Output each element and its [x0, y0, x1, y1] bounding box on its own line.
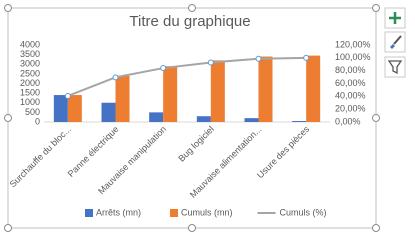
selection-handles: [4, 4, 380, 232]
bar: [210, 60, 225, 122]
chart-title: Titre du graphique: [129, 13, 250, 30]
y2-tick-label: 40,00%: [335, 91, 366, 101]
legend-label: Arrêts (mn): [96, 207, 141, 217]
chart-filters-button[interactable]: [384, 56, 406, 78]
line-point: [112, 74, 119, 81]
bar: [163, 66, 178, 122]
y2-tick-label: 100,00%: [335, 52, 371, 62]
chart-elements-button[interactable]: [384, 7, 406, 29]
bar: [115, 75, 130, 122]
bar: [306, 55, 321, 122]
handle[interactable]: [4, 224, 12, 232]
handle[interactable]: [188, 224, 196, 232]
y-tick-label: 3500: [20, 49, 40, 59]
bar: [292, 121, 307, 122]
y-tick-label: 500: [25, 107, 40, 117]
handle[interactable]: [372, 4, 380, 12]
bar: [101, 102, 116, 122]
handle[interactable]: [4, 4, 12, 12]
chart: Titre du graphique 050010001500200025003…: [4, 4, 406, 232]
line-point: [64, 92, 71, 99]
handle[interactable]: [4, 114, 12, 122]
handle[interactable]: [188, 4, 196, 12]
bar: [244, 118, 259, 122]
filter-icon: [387, 60, 403, 75]
legend-swatch: [85, 209, 93, 217]
y-tick-label: 2500: [20, 68, 40, 78]
line-point: [303, 54, 310, 61]
y-tick-label: 2000: [20, 78, 40, 88]
bar: [53, 95, 68, 122]
chart-styles-button[interactable]: [384, 31, 406, 53]
y-tick-label: 0: [35, 116, 40, 126]
y2-tick-label: 80,00%: [335, 65, 366, 75]
y2-tick-label: 20,00%: [335, 104, 366, 114]
line: [67, 56, 307, 97]
y2-tick-label: 0,00%: [335, 116, 361, 126]
line-point: [207, 59, 214, 66]
y2-tick-label: 60,00%: [335, 78, 366, 88]
legend-swatch: [170, 209, 178, 217]
handle[interactable]: [372, 224, 380, 232]
y-tick-label: 1500: [20, 88, 40, 98]
brush-icon: [393, 35, 402, 45]
y-tick-label: 1000: [20, 97, 40, 107]
line-point: [160, 65, 167, 72]
legend: Arrêts (mn) Cumuls (mn) Cumuls (%): [85, 207, 327, 217]
y-tick-label: 4000: [20, 39, 40, 49]
bar: [258, 56, 273, 122]
line-point: [255, 55, 262, 62]
handle[interactable]: [372, 114, 380, 122]
plus-icon: [389, 12, 401, 24]
bar: [149, 112, 164, 122]
page: Titre du graphique 0 500 1000 1500 2000 2500 3…: [4, 4, 406, 232]
bar: [196, 116, 211, 122]
bar: [67, 95, 82, 122]
y2-tick-label: 120,00%: [335, 39, 371, 49]
legend-label: Cumuls (%): [280, 207, 327, 217]
legend-label: Cumuls (mn): [181, 207, 233, 217]
brush-tip: [390, 44, 395, 49]
button-frame[interactable]: [384, 56, 406, 78]
y-tick-label: 3000: [20, 59, 40, 69]
